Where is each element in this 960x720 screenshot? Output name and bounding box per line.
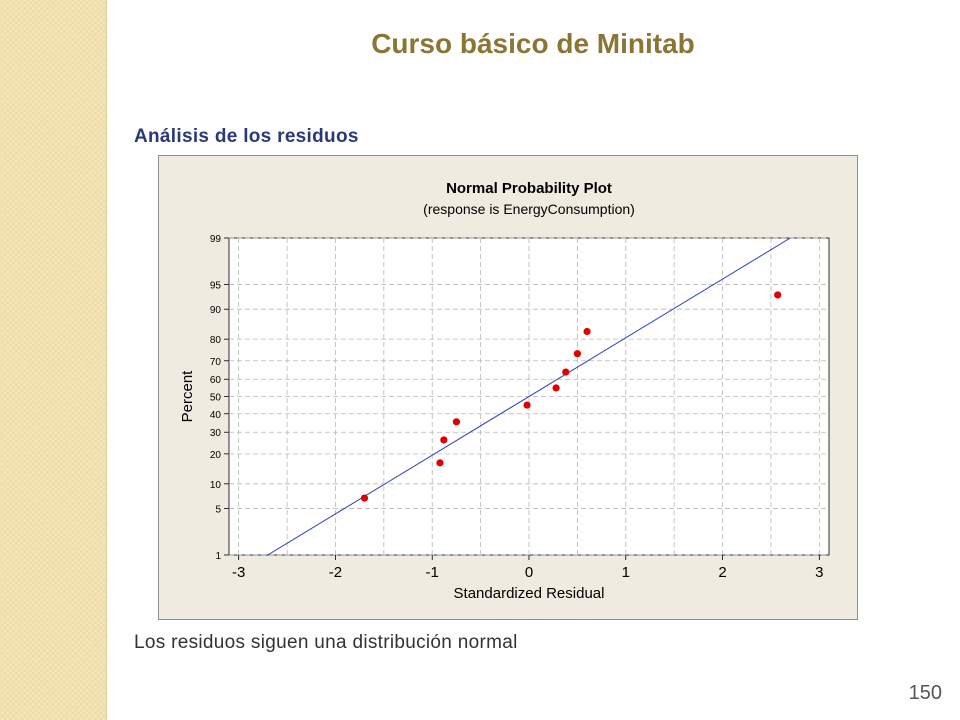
fit-line (267, 238, 791, 555)
data-point (552, 384, 560, 392)
chart-subtitle: (response is EnergyConsumption) (423, 201, 635, 217)
x-tick-label: 1 (622, 564, 630, 581)
data-point (452, 418, 461, 426)
x-tick-label: 2 (718, 564, 726, 581)
chart-frame: -3 -2 -1 0 1 2 3 1 5 10 20 30 40 50 60 70 80 90 95 99 Normal… (158, 155, 858, 620)
data-point (440, 436, 448, 444)
x-tick-label: 0 (525, 564, 533, 581)
y-tick-label: 90 (210, 305, 222, 316)
x-tick-label: 3 (815, 564, 823, 581)
y-tick-label: 40 (210, 410, 222, 421)
chart-title: Normal Probability Plot (446, 180, 612, 197)
decorative-side-strip (0, 0, 107, 720)
y-tick-label: 5 (215, 505, 221, 516)
x-tick-label: -1 (426, 564, 439, 581)
data-point (436, 459, 444, 467)
y-axis-label: Percent (179, 370, 196, 423)
normal-probability-plot: -3 -2 -1 0 1 2 3 1 5 10 20 30 40 50 60 70 80 90 95 99 Normal… (179, 180, 830, 602)
x-tick-label: -3 (232, 564, 245, 581)
section-heading: Análisis de los residuos (134, 126, 359, 147)
caption-text: Los residuos siguen una distribución nor… (134, 632, 518, 653)
x-tick-label: -2 (329, 564, 342, 581)
y-tick-label: 80 (210, 335, 222, 346)
y-tick-label: 60 (210, 375, 222, 386)
x-axis-label: Standardized Residual (454, 585, 605, 602)
data-point (774, 291, 782, 299)
data-point (583, 327, 591, 336)
y-tick-label: 20 (210, 450, 222, 461)
data-point (523, 401, 531, 409)
page-number: 150 (908, 682, 942, 704)
y-tick-label: 10 (210, 480, 222, 491)
data-point (360, 494, 369, 502)
y-tick-label: 95 (210, 280, 222, 291)
y-tick-label: 50 (210, 393, 222, 404)
data-point (562, 368, 570, 376)
y-tick-label: 30 (210, 428, 222, 439)
slide-title: Curso básico de Minitab (371, 28, 695, 59)
data-point (573, 350, 581, 358)
y-tick-label: 70 (210, 357, 222, 368)
y-tick-label: 99 (210, 234, 222, 245)
y-tick-label: 1 (215, 551, 221, 562)
